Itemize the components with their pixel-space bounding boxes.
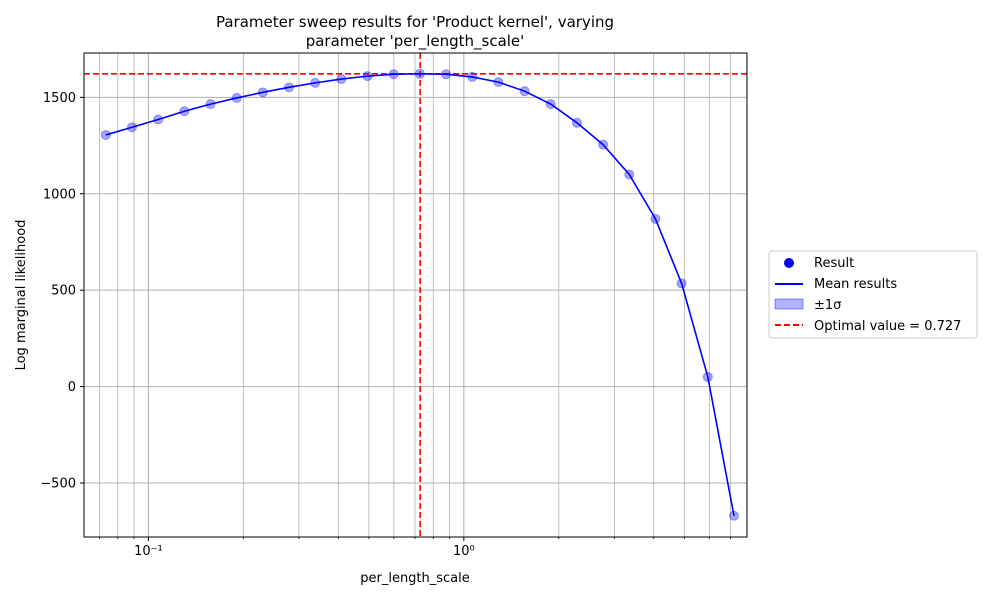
result-point [179, 106, 190, 117]
result-point [362, 71, 373, 82]
chart-title-line-1: Parameter sweep results for 'Product ker… [216, 13, 614, 31]
plot-frame [83, 52, 748, 538]
result-point [336, 74, 347, 85]
mean-results-line [105, 73, 735, 516]
legend-result-marker [784, 258, 794, 268]
result-point [702, 371, 713, 382]
legend-optimal-label: Optimal value = 0.727 [814, 319, 961, 334]
y-tick-label: 500 [51, 284, 76, 299]
result-point [310, 77, 321, 88]
result-point [467, 71, 478, 82]
result-point [571, 117, 582, 128]
y-tick-label: −500 [40, 477, 76, 492]
y-tick-label: 0 [68, 380, 76, 395]
x-tick-label: 10⁰ [453, 544, 475, 559]
result-point [153, 114, 164, 125]
result-point [624, 169, 635, 180]
result-point [284, 82, 295, 93]
result-point [414, 68, 425, 79]
legend-box [768, 250, 978, 339]
reference-lines [84, 53, 747, 537]
legend-band-patch [774, 298, 804, 310]
result-point [676, 278, 687, 289]
y-axis-label: Log marginal likelihood [14, 220, 29, 371]
legend-mean-label: Mean results [814, 277, 897, 292]
result-point [231, 92, 242, 103]
result-point [728, 510, 739, 521]
y-tick-label: 1500 [43, 91, 76, 106]
result-point [205, 99, 216, 110]
result-point [441, 69, 452, 80]
result-point [598, 139, 609, 150]
ticks: 10⁻¹ 10⁰ −500 0 500 1000 1500 [40, 91, 731, 559]
x-tick-label: 10⁻¹ [134, 544, 163, 559]
series [100, 68, 739, 521]
grid [84, 53, 747, 537]
result-point [545, 99, 556, 110]
legend-band-label: ±1σ [814, 298, 841, 313]
result-point [100, 129, 111, 140]
result-point [126, 122, 137, 133]
x-axis-label: per_length_scale [360, 571, 470, 586]
chart-title-line-2: parameter 'per_length_scale' [306, 32, 525, 51]
result-point [519, 86, 530, 97]
legend: Result Mean results ±1σ Optimal value = … [768, 250, 978, 339]
result-point [388, 69, 399, 80]
result-point [257, 87, 268, 98]
legend-result-label: Result [814, 256, 854, 271]
result-point [650, 213, 661, 224]
y-tick-label: 1000 [43, 187, 76, 202]
result-point [493, 77, 504, 88]
